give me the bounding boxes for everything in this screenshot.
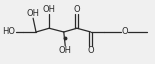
Text: OH: OH <box>43 5 56 14</box>
Text: O: O <box>87 46 94 55</box>
Text: OH: OH <box>59 46 72 55</box>
Text: O: O <box>122 28 128 36</box>
Text: OH: OH <box>27 9 40 18</box>
Text: O: O <box>74 5 80 14</box>
Text: HO: HO <box>2 28 15 36</box>
